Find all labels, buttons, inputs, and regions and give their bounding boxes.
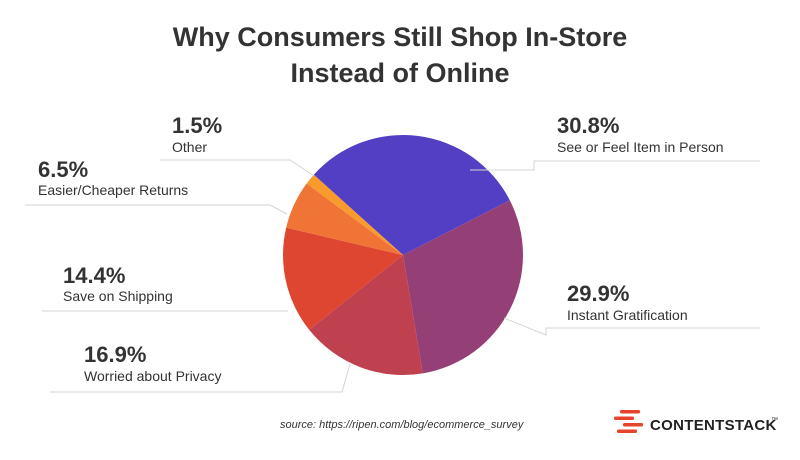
pie-slices	[283, 134, 524, 375]
leader-lines	[25, 159, 760, 393]
pie-slice-5	[306, 174, 403, 255]
leader-line-0	[470, 160, 760, 171]
slice-category-label: See or Feel Item in Person	[557, 139, 724, 155]
leader-line-2	[50, 363, 351, 393]
leader-line-4	[25, 204, 288, 215]
source-citation: source: https://ripen.com/blog/ecommerce…	[280, 419, 525, 431]
leader-line-5	[160, 159, 315, 177]
brand-name: CONTENTSTACK	[650, 417, 777, 434]
slice-value-label: 14.4%	[63, 263, 125, 288]
slice-value-label: 6.5%	[38, 157, 88, 182]
slice-category-label: Worried about Privacy	[84, 368, 221, 384]
slice-category-label: Instant Gratification	[567, 307, 688, 323]
chart-title-line-2: Instead of Online	[290, 58, 509, 88]
brand-trademark: ™	[771, 417, 778, 424]
slice-value-label: 30.8%	[557, 113, 619, 138]
slice-value-label: 29.9%	[567, 281, 629, 306]
slice-value-label: 16.9%	[84, 342, 146, 367]
pie-slice-4	[286, 183, 403, 255]
chart-title-line-1: Why Consumers Still Shop In-Store	[173, 22, 628, 52]
contentstack-logo-icon	[614, 410, 643, 433]
slice-category-label: Save on Shipping	[63, 288, 173, 304]
leader-line-1	[503, 317, 760, 336]
pie-slice-2	[309, 255, 423, 375]
pie-slice-1	[403, 200, 524, 374]
slice-category-label: Easier/Cheaper Returns	[38, 182, 188, 198]
slice-value-label: 1.5%	[172, 113, 222, 138]
pie-slice-0	[313, 134, 510, 255]
slice-category-label: Other	[172, 139, 207, 155]
pie-slice-3	[283, 227, 403, 330]
